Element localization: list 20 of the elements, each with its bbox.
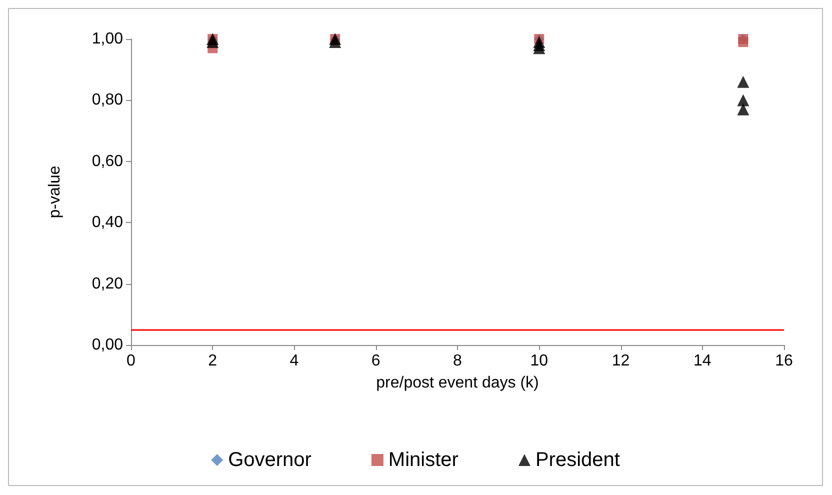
- x-tick-label: 6: [371, 352, 380, 370]
- x-tick-label: 12: [612, 352, 630, 370]
- y-tick-label: 0,80: [92, 92, 124, 109]
- legend-label: President: [535, 449, 620, 471]
- x-axis-title: pre/post event days (k): [376, 374, 539, 392]
- x-tick-label: 16: [775, 352, 793, 370]
- x-tick-label: 0: [126, 352, 136, 370]
- x-tick-label: 10: [530, 352, 548, 370]
- y-tick-label: 1,00: [92, 30, 124, 48]
- x-tick-label: 14: [693, 352, 712, 370]
- y-tick-label: 0,40: [92, 214, 124, 232]
- y-tick-label: 0,20: [92, 275, 124, 292]
- legend-label: Governor: [228, 449, 312, 471]
- x-tick-label: 2: [208, 352, 218, 370]
- legend-label: Minister: [388, 449, 459, 471]
- x-tick-label: 4: [290, 352, 299, 370]
- y-axis-title: p-value: [46, 166, 64, 218]
- x-tick-label: 8: [453, 352, 462, 370]
- y-tick-label: 0,00: [92, 336, 124, 354]
- y-tick-label: 0,60: [92, 152, 124, 170]
